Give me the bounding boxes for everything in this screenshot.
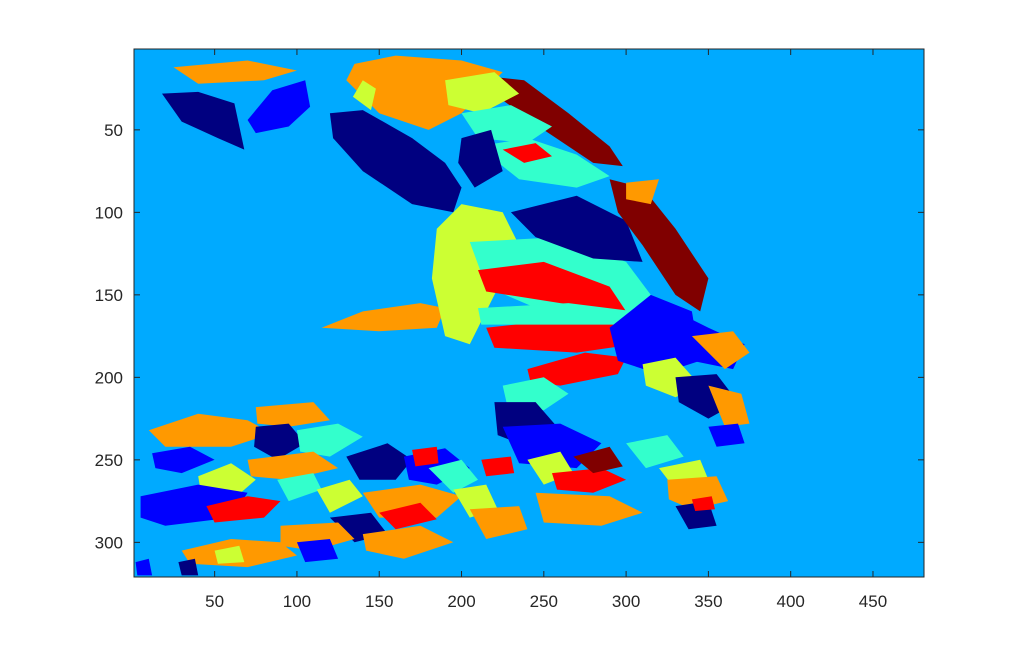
cluster-region	[609, 179, 709, 312]
cluster-regions	[135, 55, 750, 576]
cluster-region	[362, 525, 454, 559]
y-tick-label: 50	[104, 121, 123, 140]
y-tick-label: 300	[95, 533, 123, 552]
cluster-region	[329, 110, 462, 213]
x-tick-label: 300	[612, 592, 640, 611]
x-tick-label: 150	[365, 592, 393, 611]
cluster-region	[346, 55, 503, 130]
y-tick-label: 250	[95, 451, 123, 470]
cluster-region	[691, 331, 750, 370]
cluster-region	[206, 496, 281, 523]
cluster-region	[552, 468, 627, 493]
cluster-region	[135, 558, 153, 576]
cluster-region	[502, 377, 569, 411]
cluster-region	[247, 80, 311, 134]
cluster-region	[481, 456, 515, 477]
cluster-region	[469, 506, 528, 539]
cluster-region	[178, 558, 199, 576]
cluster-region	[412, 446, 439, 467]
cluster-region	[478, 303, 635, 325]
cluster-region	[321, 303, 446, 332]
cluster-region	[691, 496, 715, 511]
y-tick-label: 200	[95, 368, 123, 387]
cluster-region	[708, 423, 745, 447]
cluster-region	[152, 446, 215, 474]
cluster-region	[277, 473, 322, 502]
cluster-region	[173, 60, 297, 84]
y-tick-label: 150	[95, 286, 123, 305]
cluster-region	[535, 492, 643, 526]
cluster-region	[510, 195, 643, 262]
cluster-region	[458, 129, 503, 188]
cluster-region	[214, 545, 245, 564]
x-tick-label: 250	[530, 592, 558, 611]
cluster-region	[162, 91, 245, 150]
cluster-region	[626, 435, 684, 469]
cluster-region	[296, 539, 339, 563]
cluster-region	[148, 413, 273, 447]
cluster-region	[346, 443, 413, 480]
plot-frame	[133, 48, 925, 578]
cluster-region	[316, 479, 363, 513]
cluster-region	[254, 423, 306, 460]
cluster-region	[247, 451, 339, 480]
cluster-region	[626, 179, 659, 205]
y-tick-label: 100	[95, 203, 123, 222]
cluster-region	[502, 143, 552, 163]
x-tick-label: 350	[694, 592, 722, 611]
cluster-region	[486, 319, 635, 353]
cluster-region	[379, 502, 437, 530]
cluster-region	[296, 423, 363, 457]
cluster-region	[708, 385, 750, 427]
x-tick-label: 400	[777, 592, 805, 611]
cluster-region	[573, 446, 623, 474]
cluster-region	[428, 459, 478, 493]
cluster-region	[352, 80, 376, 111]
cluster-region	[255, 402, 330, 427]
cluster-region	[494, 77, 623, 167]
cluster-region	[527, 352, 627, 386]
cluster-region	[431, 204, 520, 345]
cluster-region	[478, 261, 627, 312]
axes: 50 100 150 200 250 300 350 400 450 50 100 150 200 250…	[95, 49, 924, 611]
x-tick-label: 100	[283, 592, 311, 611]
x-tick-label: 50	[205, 592, 224, 611]
x-tick-label: 450	[859, 592, 887, 611]
x-tick-label: 200	[447, 592, 475, 611]
cluster-region	[445, 72, 520, 114]
cluster-region	[362, 484, 462, 518]
